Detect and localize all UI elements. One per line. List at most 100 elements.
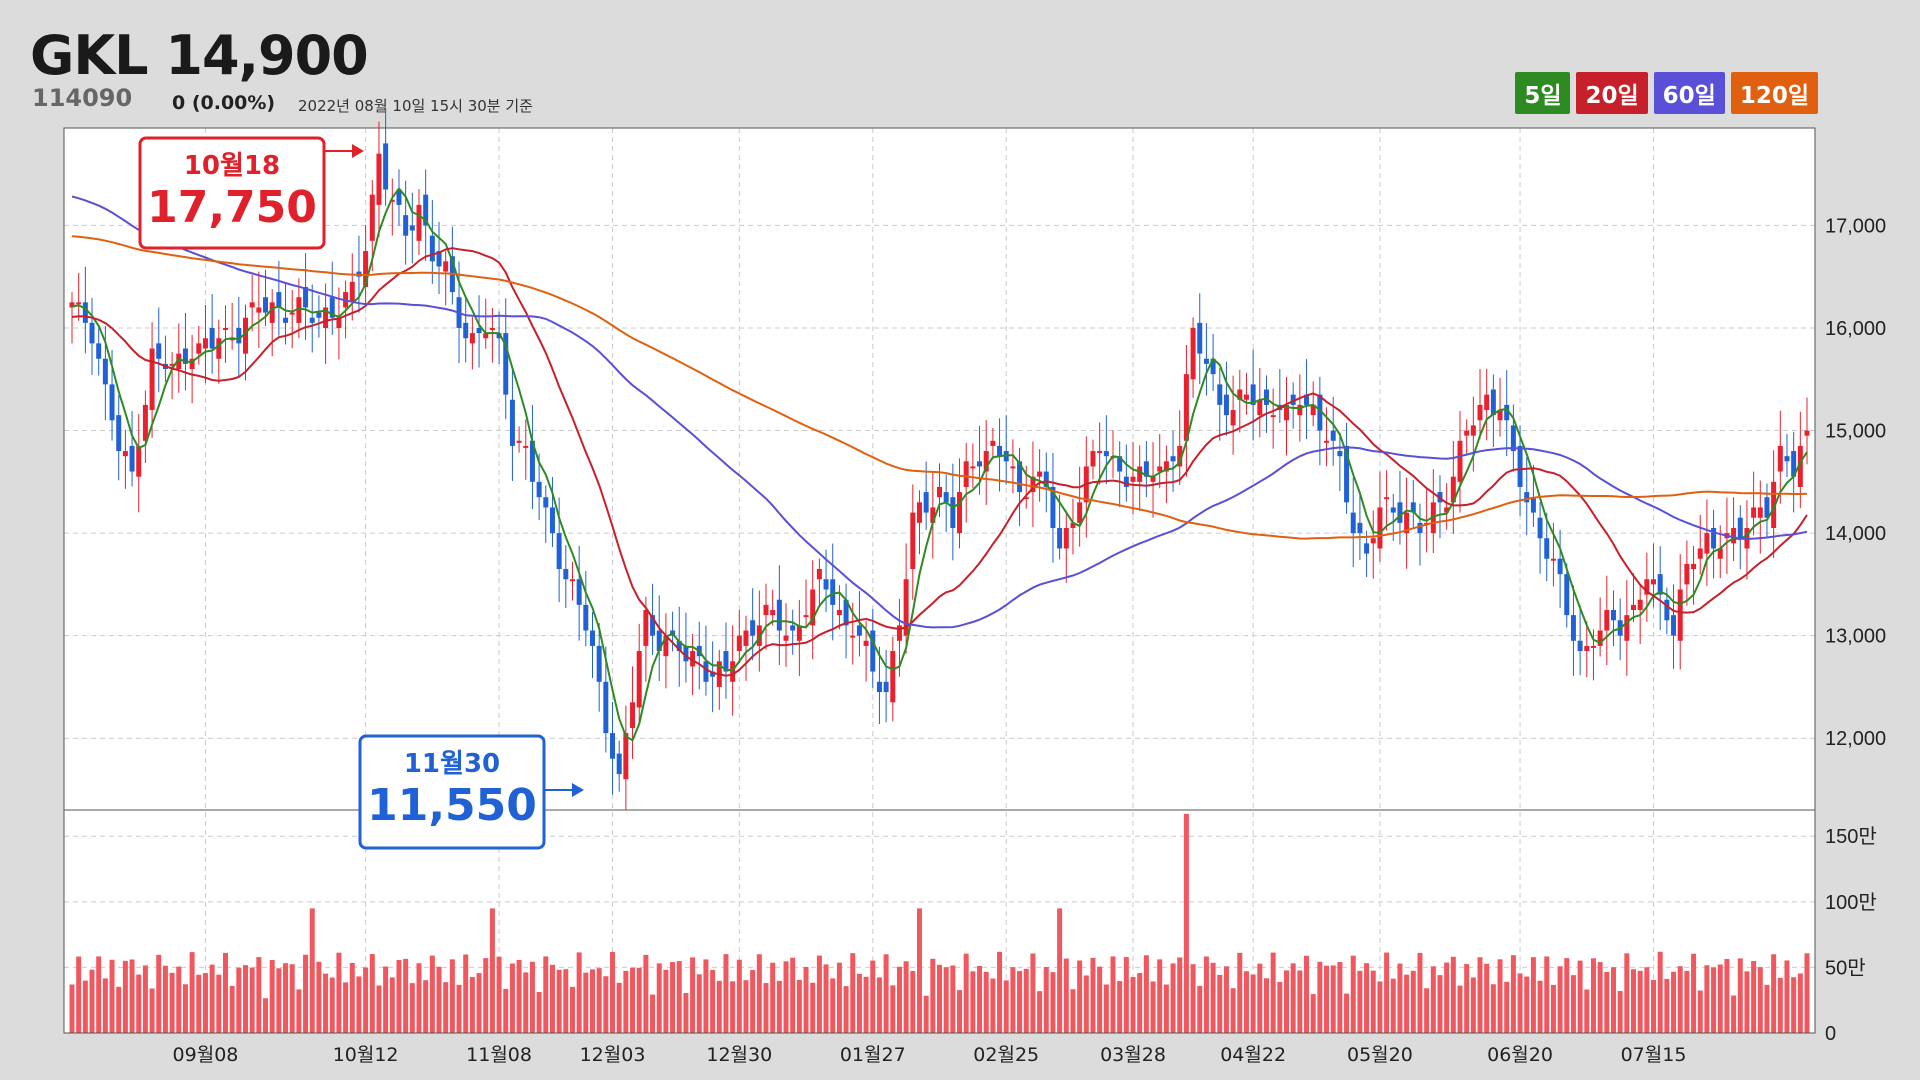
- volume-bar: [1077, 960, 1083, 1033]
- volume-bar: [963, 953, 969, 1033]
- volume-bar: [1330, 965, 1336, 1033]
- candle-body: [730, 661, 736, 682]
- candle-body: [1791, 451, 1797, 477]
- candle-body: [743, 630, 749, 646]
- volume-bar: [162, 965, 168, 1033]
- price-tick-label: 15,000: [1825, 421, 1886, 443]
- volume-bar: [723, 954, 729, 1033]
- candle-body: [403, 215, 409, 236]
- candle-body: [836, 610, 842, 616]
- candle-body: [563, 568, 569, 580]
- volume-bar: [1344, 993, 1350, 1033]
- candle-body: [643, 610, 649, 646]
- volume-bar: [1257, 963, 1263, 1033]
- candle-body: [122, 451, 128, 457]
- candle-body: [596, 645, 602, 682]
- candle-body: [469, 333, 475, 344]
- candle-body: [1237, 389, 1243, 400]
- volume-bar: [176, 966, 182, 1033]
- candle-body: [1764, 497, 1770, 518]
- volume-bar: [1644, 967, 1650, 1033]
- volume-bar: [1050, 972, 1056, 1033]
- candle-body: [1657, 574, 1663, 595]
- volume-bar: [1550, 984, 1556, 1033]
- volume-bar: [823, 964, 829, 1033]
- volume-bar: [643, 954, 649, 1033]
- candle-body: [1631, 604, 1636, 611]
- ma5-line: [71, 186, 1808, 742]
- candle-body: [1304, 394, 1310, 405]
- candle-body: [856, 625, 862, 636]
- volume-bar: [576, 952, 582, 1033]
- candle-body: [1584, 645, 1590, 652]
- candle-body: [590, 630, 595, 646]
- candle-body: [216, 338, 222, 359]
- volume-bar: [1037, 991, 1043, 1033]
- volume-bar: [1090, 957, 1096, 1033]
- volume-bar: [890, 985, 896, 1033]
- candle-body: [389, 199, 395, 202]
- candle-body: [1010, 466, 1016, 469]
- candle-body: [1210, 358, 1216, 375]
- legend-ma120[interactable]: 120일: [1730, 72, 1818, 114]
- volume-bar: [1223, 966, 1229, 1033]
- candle-body: [549, 507, 555, 534]
- volume-bar: [1530, 957, 1536, 1033]
- volume-bars: [69, 813, 1810, 1033]
- volume-bar: [243, 965, 248, 1033]
- volume-bar: [1671, 971, 1677, 1033]
- volume-bar: [343, 982, 349, 1033]
- candle-body: [1564, 574, 1570, 616]
- candle-body: [1797, 445, 1803, 487]
- volume-bar: [1003, 980, 1009, 1033]
- volume-bar: [1804, 953, 1810, 1033]
- volume-bar: [1230, 988, 1236, 1033]
- candle-body: [303, 286, 309, 308]
- candle-body: [1123, 476, 1129, 487]
- volume-bar: [663, 969, 669, 1033]
- volume-bar: [843, 986, 849, 1033]
- candle-body: [970, 466, 976, 469]
- volume-bar: [870, 960, 876, 1033]
- candle-body: [309, 317, 315, 323]
- volume-bar: [1270, 952, 1276, 1033]
- volume-bar: [1110, 956, 1116, 1033]
- candle-body: [1637, 599, 1643, 611]
- candle-body: [1464, 430, 1470, 436]
- candle-body: [916, 502, 922, 523]
- candle-body: [323, 307, 329, 328]
- candle-body: [1624, 615, 1630, 641]
- volume-bar: [523, 972, 529, 1033]
- candle-body: [1444, 507, 1450, 513]
- candle-body: [1324, 440, 1330, 443]
- volume-bar: [96, 956, 102, 1033]
- volume-bar: [616, 982, 622, 1033]
- candle-body: [363, 251, 369, 287]
- volume-bar: [1517, 973, 1523, 1033]
- volume-bar: [483, 958, 489, 1033]
- candle-body: [1063, 527, 1069, 549]
- volume-bar: [1657, 951, 1663, 1033]
- volume-bar: [423, 980, 429, 1033]
- volume-bar: [1243, 971, 1249, 1033]
- volume-bar: [1250, 974, 1256, 1033]
- candle-body: [536, 481, 542, 498]
- candle-body: [610, 733, 616, 759]
- volume-bar: [1777, 977, 1783, 1033]
- candle-body: [269, 302, 275, 323]
- candle-body: [896, 625, 902, 641]
- volume-bar: [436, 966, 442, 1033]
- moving-average-legend: 5일 20일 60일 120일: [1515, 72, 1818, 114]
- volume-bar: [883, 954, 889, 1033]
- candle-body: [1524, 492, 1530, 503]
- candle-body: [1510, 425, 1516, 452]
- candle-body: [409, 225, 415, 231]
- volume-bar: [1410, 970, 1416, 1033]
- candle-body: [990, 440, 996, 446]
- candle-body: [1103, 451, 1109, 457]
- legend-ma5[interactable]: 5일: [1515, 72, 1571, 114]
- legend-ma60[interactable]: 60일: [1653, 72, 1725, 114]
- as-of-timestamp: 2022년 08월 10일 15시 30분 기준: [298, 97, 533, 115]
- legend-ma20[interactable]: 20일: [1576, 72, 1648, 114]
